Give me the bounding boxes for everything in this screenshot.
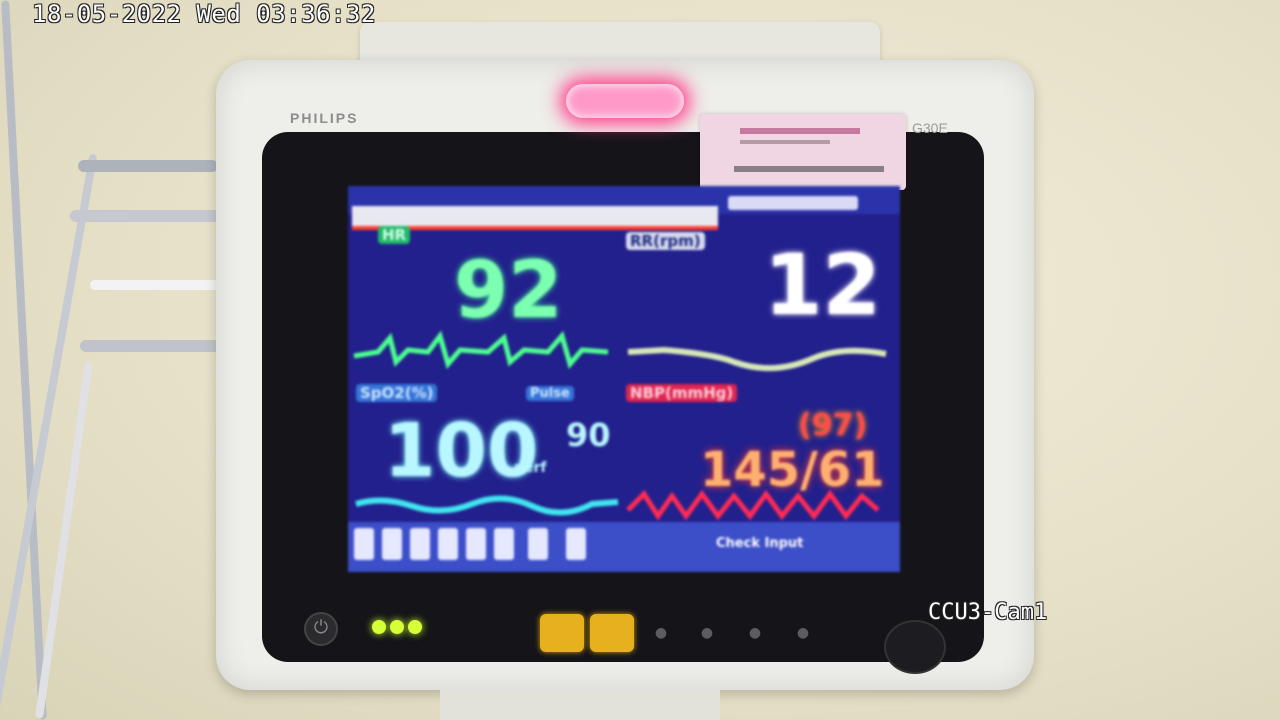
footer-button[interactable] [382,528,402,560]
rr-label: RR(rpm) [626,232,705,250]
pulse-label: Pulse [526,386,574,401]
home-icon[interactable]: ● [748,625,762,641]
navigation-knob[interactable] [884,620,946,674]
asset-sticker [700,114,906,190]
nibp-start-icon[interactable]: ● [654,625,668,641]
spo2-perf-label: perf [514,460,547,476]
spo2-label: SpO2(%) [356,384,438,402]
menu-icon[interactable]: ● [796,625,810,641]
cable [70,210,220,222]
ecg-waveform [353,330,609,370]
status-led [372,620,386,634]
alarm-light [566,84,684,118]
nbp-map-value: (97) [798,408,868,443]
cable [78,160,218,172]
power-icon[interactable]: ⏻ [304,612,338,646]
cable [90,280,220,290]
footer-button[interactable] [566,528,586,560]
pleth-waveform [355,495,619,516]
resp-waveform [627,346,887,372]
model-label: G30E [912,120,948,136]
spo2-value: 100 [384,408,539,494]
hr-label: HR [378,226,411,244]
brand-logo: PHILIPS [290,110,359,126]
footer-button[interactable] [354,528,374,560]
cable [80,340,220,352]
screen-footer [348,522,900,572]
mode-label: Check Input [716,536,804,551]
camera-label: CCU3-Cam1 [928,600,1048,625]
monitor-screen: HR 92 RR(rpm) 12 SpO2(%) 100 perf Pulse … [348,186,900,572]
footer-button[interactable] [494,528,514,560]
status-led [390,620,404,634]
alarm-silence-icon[interactable] [540,614,584,652]
monitor-stand [440,690,720,720]
nbp-value: 145/61 [700,442,885,498]
footer-button[interactable] [466,528,486,560]
nbp-label: NBP(mmHg) [626,384,738,402]
status-led [408,620,422,634]
footer-button[interactable] [438,528,458,560]
timestamp: 18-05-2022 Wed 03:36:32 [32,0,376,28]
screen-clock [728,196,858,210]
settings-icon[interactable]: ● [700,625,714,641]
footer-button[interactable] [410,528,430,560]
alarm-message-bar [352,206,718,230]
pause-icon[interactable] [590,614,634,652]
pulse-value: 90 [566,416,611,454]
footer-button[interactable] [528,528,548,560]
hr-value: 92 [454,246,563,336]
pressure-waveform [626,489,880,521]
rr-value: 12 [764,236,881,334]
